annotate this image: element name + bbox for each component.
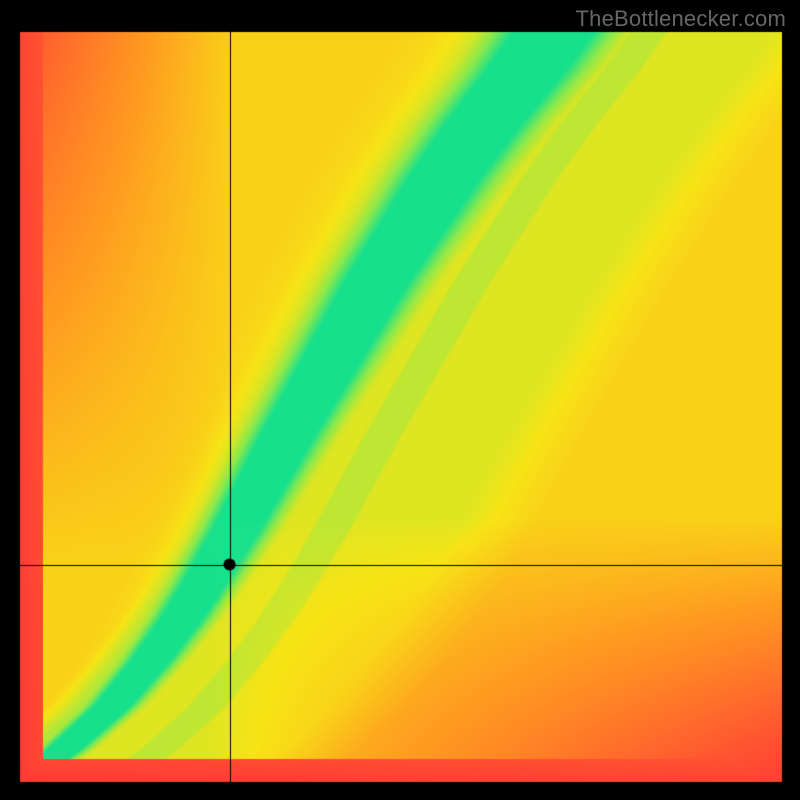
chart-container: TheBottlenecker.com — [0, 0, 800, 800]
watermark-text: TheBottlenecker.com — [576, 6, 786, 32]
heatmap-canvas — [0, 0, 800, 800]
